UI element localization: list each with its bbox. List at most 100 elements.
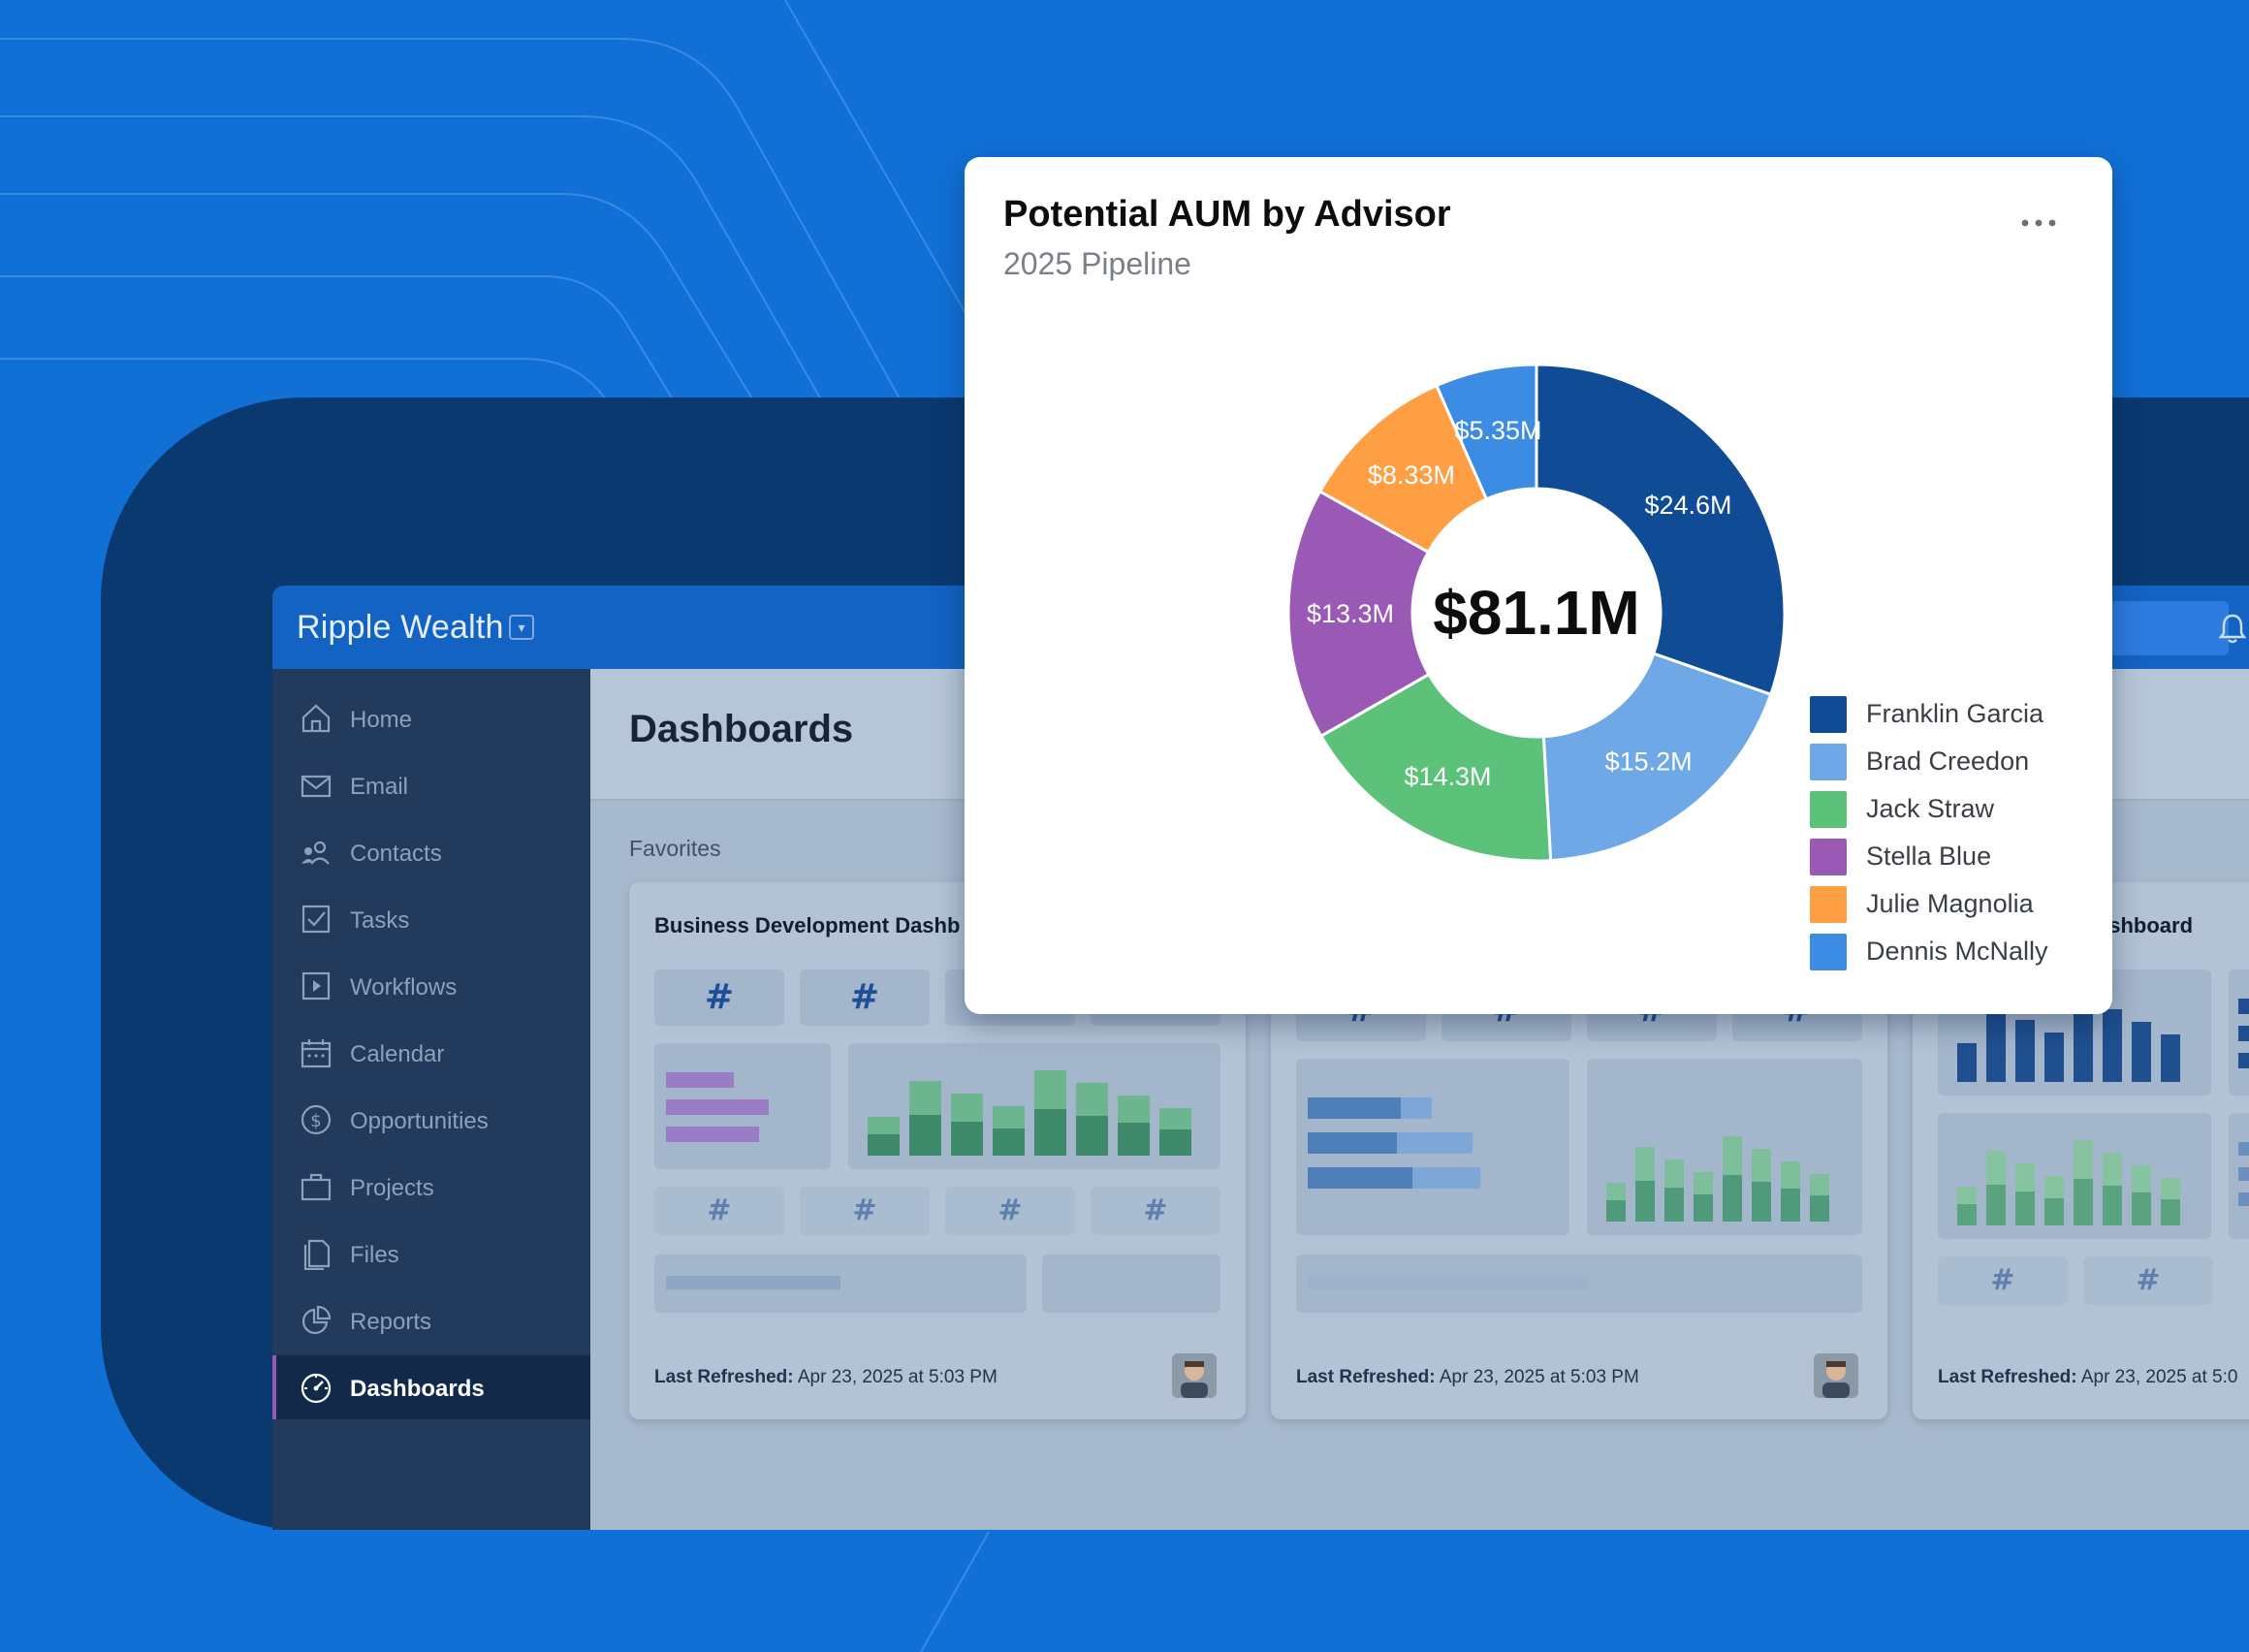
slice-data-label: $14.3M — [1404, 762, 1491, 791]
sidebar-item-files[interactable]: Files — [272, 1222, 590, 1286]
legend-swatch — [1810, 886, 1847, 923]
sidebar-item-workflows[interactable]: Workflows — [272, 954, 590, 1018]
legend-item[interactable]: Brad Creedon — [1810, 742, 2101, 780]
hbar — [2238, 1026, 2249, 1041]
chart-title: Potential AUM by Advisor — [1003, 194, 1451, 235]
card-title: Business Development Dashb — [654, 913, 961, 937]
legend-label: Franklin Garcia — [1866, 699, 2044, 728]
mini-column — [2015, 1020, 2035, 1082]
mini-column — [993, 1106, 1025, 1128]
mini-column — [2132, 1165, 2151, 1192]
sidebar-item-label: Projects — [350, 1175, 434, 1201]
sidebar-item-label: Contacts — [350, 841, 442, 867]
metric-tile: # — [2083, 1256, 2213, 1305]
card-title: ashboard — [2097, 913, 2194, 937]
mini-column — [2044, 1032, 2064, 1082]
legend-swatch — [1810, 934, 1847, 970]
legend-item[interactable]: Franklin Garcia — [1810, 694, 2101, 733]
metric-tile: # — [800, 969, 930, 1026]
sidebar-item-label: Opportunities — [350, 1108, 489, 1134]
slice-data-label: $13.3M — [1307, 599, 1394, 628]
mini-column — [1810, 1174, 1829, 1195]
column-chart-tile — [1938, 1113, 2211, 1239]
sidebar-item-label: Tasks — [350, 907, 410, 934]
sidebar-item-label: Workflows — [350, 974, 458, 1001]
column-chart-tile — [1587, 1059, 1862, 1235]
svg-text:$: $ — [310, 1111, 321, 1131]
mini-column — [1781, 1161, 1800, 1189]
mini-column — [1606, 1183, 1626, 1200]
hbar — [2238, 999, 2249, 1014]
mini-column — [2015, 1163, 2035, 1191]
sidebar-item-email[interactable]: Email — [272, 753, 590, 817]
metric-tile: # — [654, 1187, 784, 1235]
page-title: Dashboards — [629, 708, 854, 750]
mini-column — [1986, 1151, 2006, 1185]
donut-slice-stella-blue[interactable] — [1286, 489, 1431, 739]
metric-tile: # — [1938, 1256, 2068, 1305]
sidebar-item-opportunities[interactable]: $ Opportunities — [272, 1088, 590, 1152]
sidebar-item-tasks[interactable]: Tasks — [272, 887, 590, 951]
donut-slice-brad-creedon[interactable] — [1541, 651, 1773, 863]
donut-slice-franklin-garcia[interactable] — [1535, 363, 1787, 697]
chart-tile — [2229, 1113, 2249, 1239]
chart-subtitle: 2025 Pipeline — [1003, 246, 1191, 281]
sidebar-item-contacts[interactable]: Contacts — [272, 820, 590, 884]
more-options-icon[interactable] — [2017, 211, 2060, 235]
brand-dropdown-icon[interactable]: ▾ — [509, 615, 534, 640]
sidebar-item-reports[interactable]: Reports — [272, 1288, 590, 1352]
slice-data-label: $24.6M — [1644, 491, 1731, 520]
mail-icon — [301, 775, 332, 798]
hbar — [1308, 1132, 1397, 1154]
sidebar-item-label: Dashboards — [350, 1376, 485, 1402]
hbar — [1308, 1097, 1401, 1119]
sidebar-item-home[interactable]: Home — [272, 686, 590, 750]
mini-column — [1723, 1136, 1742, 1175]
hbar — [666, 1099, 769, 1115]
chart-tile — [2229, 969, 2249, 1096]
progress-bar — [1308, 1276, 1589, 1289]
favorites-label: Favorites — [629, 836, 721, 861]
hbar — [2238, 1167, 2249, 1181]
brand-name[interactable]: Ripple Wealth — [297, 609, 504, 646]
sidebar-item-projects[interactable]: Projects — [272, 1155, 590, 1219]
hbar — [1401, 1097, 1432, 1119]
hbar-tile — [654, 1043, 831, 1169]
hbar — [666, 1072, 734, 1088]
progress-tile — [654, 1255, 1027, 1313]
avatar[interactable] — [1814, 1353, 1858, 1398]
home-icon — [301, 704, 331, 733]
bell-icon[interactable] — [2215, 611, 2249, 646]
mini-column — [2103, 1153, 2122, 1186]
dollar-icon: $ — [301, 1104, 332, 1135]
mini-column — [1034, 1070, 1066, 1109]
slice-data-label: $8.33M — [1368, 461, 1455, 490]
sidebar-item-dashboards[interactable]: Dashboards — [272, 1355, 590, 1419]
files-icon — [303, 1239, 331, 1270]
legend-swatch — [1810, 791, 1847, 828]
legend-label: Stella Blue — [1866, 842, 1992, 871]
gauge-tile — [1042, 1255, 1220, 1313]
briefcase-icon — [301, 1173, 332, 1201]
donut-chart: $24.6M $15.2M $14.3M $13.3M $8.33M $5.35M $81.… — [1286, 363, 1787, 863]
legend-item[interactable]: Julie Magnolia — [1810, 884, 2101, 923]
donut-slice-jack-straw[interactable] — [1318, 672, 1553, 863]
mini-column — [909, 1081, 941, 1115]
hbar-tile — [1296, 1059, 1569, 1235]
calendar-icon — [301, 1039, 332, 1068]
mini-column — [2074, 1140, 2093, 1179]
donut-slice-dennis-mcnally[interactable] — [1434, 363, 1538, 501]
checkbox-icon — [301, 905, 331, 934]
legend-item[interactable]: Jack Straw — [1810, 789, 2101, 828]
avatar[interactable] — [1172, 1353, 1217, 1398]
mini-column — [2161, 1034, 2180, 1082]
legend-label: Dennis McNally — [1866, 937, 2048, 966]
sidebar-item-calendar[interactable]: Calendar — [272, 1021, 590, 1085]
last-refreshed: Last Refreshed: Apr 23, 2025 at 5:0 — [1938, 1367, 2238, 1387]
legend-item[interactable]: Stella Blue — [1810, 837, 2101, 875]
dashboard-card-3[interactable]: ashboard # # Last Refreshed: Apr 23, 202… — [1913, 882, 2249, 1419]
mini-column — [2161, 1178, 2180, 1199]
progress-bar — [666, 1276, 840, 1289]
legend-label: Brad Creedon — [1866, 747, 2030, 776]
legend-item[interactable]: Dennis McNally — [1810, 932, 2101, 970]
